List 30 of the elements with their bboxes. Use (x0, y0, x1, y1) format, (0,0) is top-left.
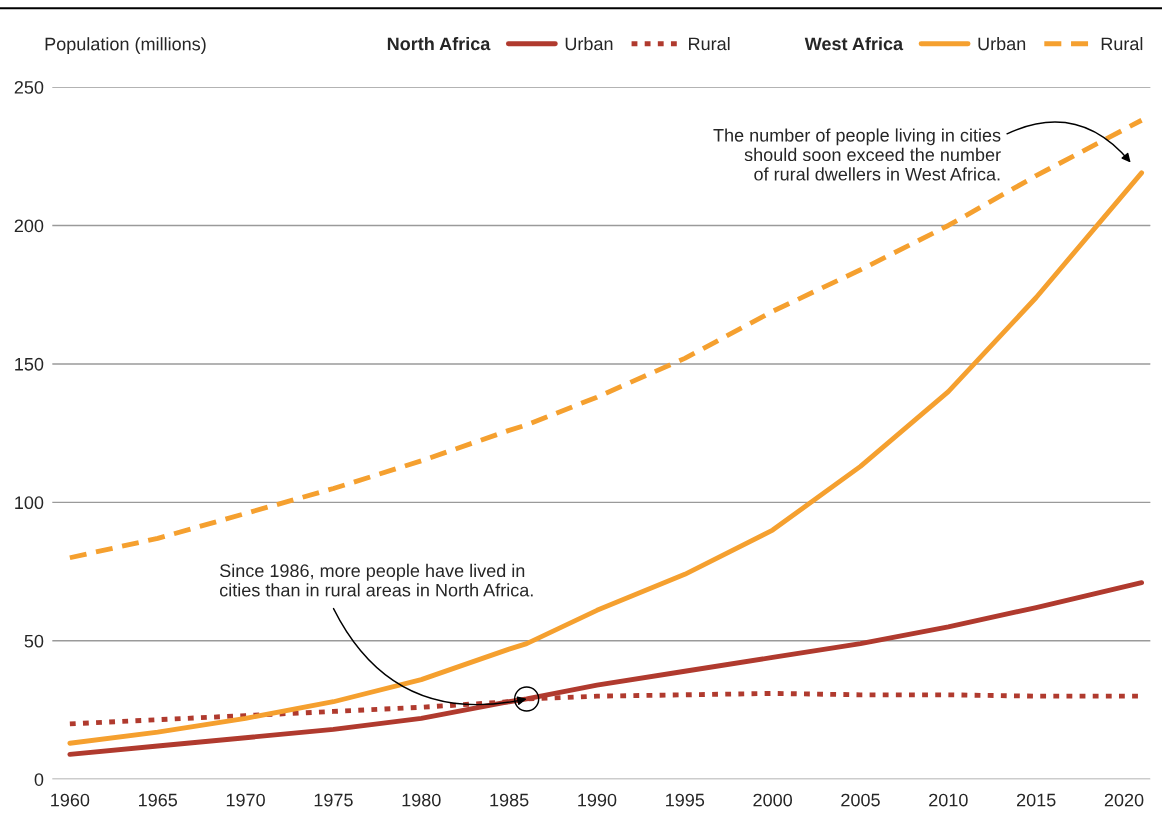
x-tick-label: 1985 (490, 793, 529, 807)
x-tick-label: 2000 (753, 793, 793, 807)
annotation: Since 1986, more people have lived in cities than in rural areas in North Africa. (219, 563, 533, 597)
x-tick-label: 2010 (929, 793, 968, 807)
x-tick-label: 1960 (51, 793, 90, 807)
legend-label: Rural (1101, 36, 1143, 51)
line-series (67, 580, 1145, 757)
x-tick-label: 1975 (314, 793, 353, 807)
y-tick-label: 100 (15, 496, 44, 510)
legend-label: Rural (689, 36, 730, 51)
x-tick-label: 1995 (666, 793, 705, 807)
x-tick-label: 1990 (578, 793, 617, 807)
y-tick-label: 200 (14, 219, 44, 233)
y-tick-label: 50 (24, 634, 44, 648)
x-tick-label: 2015 (1017, 793, 1056, 807)
x-tick-label: 2020 (1104, 793, 1144, 807)
x-tick-label: 2005 (841, 793, 880, 807)
x-tick-label: 1980 (402, 793, 441, 807)
y-tick-label: 250 (14, 80, 44, 94)
y-axis-title: Population (millions) (45, 37, 206, 55)
text: North Africa (387, 36, 491, 51)
line-series (67, 117, 1145, 561)
x-tick-label: 1970 (226, 793, 265, 807)
x-tick-label: 1965 (139, 793, 178, 807)
y-tick-label: 150 (15, 357, 44, 371)
text: West Africa (804, 36, 904, 51)
y-tick-label: 0 (34, 773, 44, 786)
legend-label: Urban (978, 36, 1026, 51)
legend-label: Urban (565, 36, 613, 51)
annotation: The number of people living in cities should soon exceed the number of rural dwellers in West Africa. (713, 128, 1001, 181)
